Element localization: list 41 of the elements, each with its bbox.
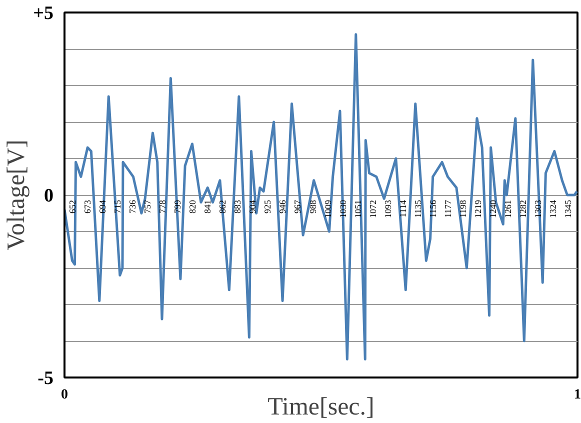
y-axis-title: Voltage[V] bbox=[3, 140, 30, 250]
y-tick-label: 0 bbox=[44, 186, 54, 206]
x2-tick-label: 820 bbox=[188, 200, 198, 214]
x2-tick-label: 1219 bbox=[473, 200, 484, 218]
x2-tick-label: 1240 bbox=[488, 200, 498, 218]
line-series bbox=[64, 33, 578, 360]
x2-tick-label: 1324 bbox=[548, 200, 558, 218]
x2-tick-label: 1282 bbox=[518, 200, 528, 218]
x2-tick-label: 1261 bbox=[503, 200, 514, 218]
x-axis-title: Time[sec.] bbox=[268, 394, 374, 420]
x2-tick-label: 988 bbox=[308, 200, 318, 214]
x2-tick-label: 1198 bbox=[458, 200, 468, 218]
x2-tick-label: 1345 bbox=[563, 200, 574, 218]
x2-tick-label: 841 bbox=[202, 200, 213, 214]
x2-tick-label: 1093 bbox=[382, 200, 393, 218]
x2-tick-label: 862 bbox=[218, 200, 228, 214]
x2-tick-label: 1156 bbox=[428, 200, 438, 218]
x2-tick-label: 652 bbox=[67, 200, 78, 214]
x2-tick-label: 1303 bbox=[533, 200, 544, 218]
x2-tick-label: 904 bbox=[248, 200, 258, 214]
x-tick-label: 1 bbox=[574, 388, 581, 402]
x2-tick-label: 946 bbox=[278, 200, 288, 214]
x2-tick-label: 1009 bbox=[322, 200, 333, 218]
x2-tick-label: 1177 bbox=[443, 200, 453, 218]
x2-tick-label: 1114 bbox=[398, 200, 408, 218]
x2-tick-label: 694 bbox=[97, 200, 108, 214]
x2-tick-label: 967 bbox=[292, 200, 303, 214]
y-tick-label: +5 bbox=[33, 3, 54, 24]
x2-tick-label: 1051 bbox=[352, 200, 363, 218]
x2-tick-label: 736 bbox=[127, 200, 138, 214]
y-tick-label: -5 bbox=[38, 368, 54, 389]
x2-tick-label: 799 bbox=[172, 200, 183, 214]
x2-tick-label: 715 bbox=[112, 200, 122, 214]
x2-tick-label: 1135 bbox=[412, 200, 423, 218]
x2-tick-label: 883 bbox=[232, 200, 243, 214]
x2-tick-label: 673 bbox=[82, 200, 92, 214]
x2-tick-label: 778 bbox=[158, 200, 168, 214]
x2-tick-label: 757 bbox=[142, 200, 152, 214]
x2-tick-label: 925 bbox=[262, 200, 273, 214]
x2-tick-label: 1072 bbox=[368, 200, 378, 218]
x2-tick-label: 1030 bbox=[338, 200, 348, 218]
